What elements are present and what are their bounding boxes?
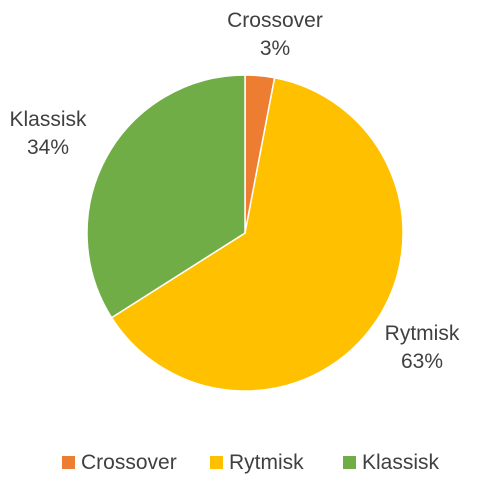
legend: Crossover Rytmisk Klassisk — [62, 451, 440, 474]
legend-label-klassisk: Klassisk — [362, 451, 440, 474]
data-label-category-crossover: Crossover — [227, 9, 323, 32]
legend-swatch-klassisk — [343, 456, 356, 469]
data-labels: Crossover 3% Rytmisk 63% Klassisk 34% — [9, 9, 459, 373]
legend-swatch-rytmisk — [210, 456, 223, 469]
legend-label-crossover: Crossover — [81, 451, 177, 474]
pie-slices — [86, 74, 404, 392]
data-label-percent-klassisk: 34% — [27, 136, 69, 159]
pie-slice-klassisk — [86, 74, 246, 319]
legend-swatch-crossover — [62, 456, 75, 469]
legend-label-rytmisk: Rytmisk — [229, 451, 304, 474]
data-label-percent-crossover: 3% — [260, 37, 290, 60]
data-label-category-rytmisk: Rytmisk — [385, 322, 460, 345]
data-label-percent-rytmisk: 63% — [401, 350, 443, 373]
data-label-category-klassisk: Klassisk — [9, 108, 87, 131]
pie-slice-rytmisk — [110, 76, 404, 392]
